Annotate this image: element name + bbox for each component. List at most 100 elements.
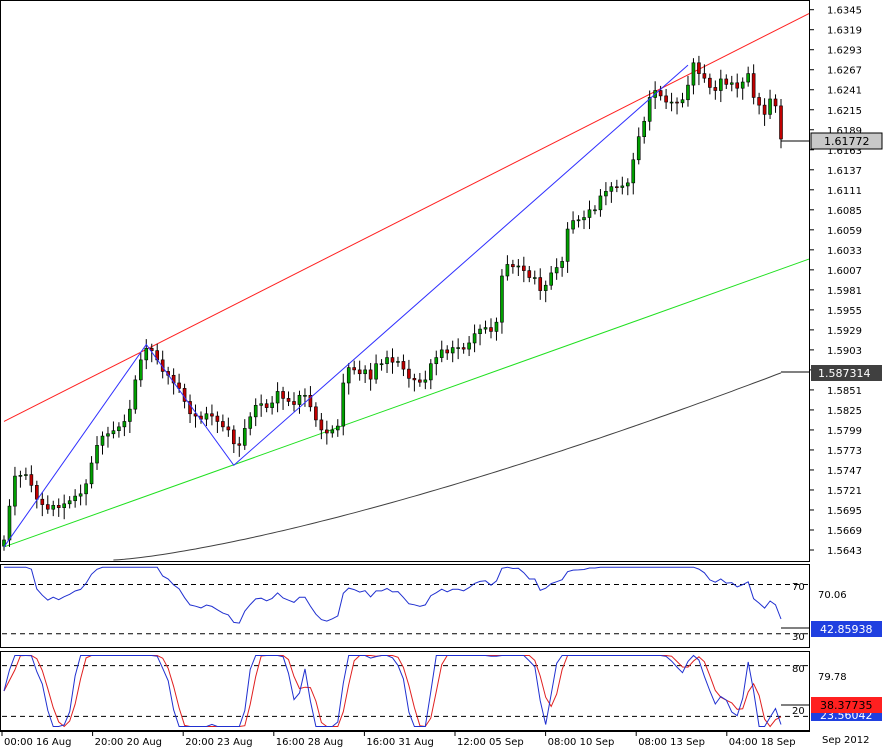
candle-body [13,475,17,507]
candle-body [45,504,50,510]
ma-line [113,372,782,561]
candle-body [418,379,422,383]
candle-body [746,73,750,83]
upper-channel-line [3,13,810,422]
y-tick-label: 1.6215 [827,106,862,117]
candle-body [461,347,466,350]
candle-body [407,368,411,379]
candle-body [664,95,668,103]
y-tick-label: 1.5981 [827,286,862,297]
stoch-level-20: 20 [792,706,805,717]
rsi-tag-box [811,621,882,637]
y-tick-label: 1.5747 [827,466,862,477]
candle-body [368,369,373,380]
candle-body [713,87,718,91]
candle-body [576,219,581,222]
candle-body [636,136,641,161]
stochastic-plot [2,654,809,728]
candle-body [500,275,504,323]
candle-body [100,435,105,446]
date-label: Sep 2012 [822,735,869,746]
x-tick-label: 08:00 13 Sep [638,737,705,747]
candle-body [697,62,701,74]
stoch-k-line [3,654,782,727]
y-tick-label: 1.5773 [827,446,862,457]
candle-body [335,425,340,431]
candle-body [253,404,258,418]
y-tick-label: 1.6345 [827,6,862,17]
candle-body [543,284,548,291]
candle-body [532,277,537,279]
candle-body [505,264,510,277]
stoch-tag-box [811,697,882,713]
candle-body [647,97,652,122]
candle-body [598,195,603,211]
candle-body [450,347,455,354]
candle-body [615,186,619,189]
candle-body [138,359,143,381]
y-tick-label: 1.6267 [827,66,862,77]
candle-body [144,348,149,361]
stoch-current-tag: 38.37735 [820,699,873,712]
candle-body [292,401,296,405]
candle-body [303,394,307,397]
y-tick-label: 1.6319 [827,26,862,37]
candle-body [516,265,521,268]
candle-body [237,443,242,446]
x-tick-label: 12:00 05 Sep [457,737,524,747]
y-tick-label: 1.6059 [827,226,862,237]
candle-body [396,361,400,363]
y-tick-label: 1.6111 [827,186,862,197]
candle-body [95,445,99,464]
candle-body [341,382,346,427]
candle-body [35,485,39,500]
candle-body [390,357,395,363]
y-tick-label: 1.6189 [827,126,862,137]
candle-body [133,379,138,410]
y-tick-label: 1.6085 [827,206,862,217]
candle-body [565,228,570,262]
candle-body [472,333,477,344]
candle-body [549,272,553,286]
x-tick-label: 04:00 18 Sep [729,737,796,747]
candle-body [177,382,181,389]
candle-body [357,369,362,375]
candle-body [111,430,116,435]
candle-body [669,101,674,104]
candle-body [117,426,121,431]
stoch-top-value-label: 79.78 [818,672,847,683]
candle-body [658,90,663,97]
y-tick-label: 1.5903 [827,346,862,357]
candle-body [56,505,61,508]
candle-body [494,321,499,332]
candle-body [264,403,269,408]
candle-body [128,408,132,422]
x-axis: 00:00 16 Aug 20:00 20 Aug 20:00 23 Aug 16:0… [1,731,796,747]
y-tick-label: 1.6033 [827,246,862,257]
candle-body [204,413,209,420]
candle-body [401,361,406,370]
candle-body [106,433,110,437]
y-tick-label: 1.6293 [827,46,862,57]
candle-body [489,327,493,332]
candle-body [478,328,482,335]
rsi-line [4,566,782,624]
main-plot [2,13,810,561]
candle-body [281,391,285,399]
candle-body [248,416,253,429]
y-tick-label: 1.5669 [827,526,862,537]
rsi-plot [2,566,809,635]
candle-body [363,369,367,375]
candle-body [346,367,351,384]
x-tick-label: 00:00 16 Aug [4,737,71,747]
zigzag-line [3,64,689,548]
candle-body [232,429,236,445]
candle-body [631,159,636,184]
candle-body [78,493,83,497]
candle-body [582,217,586,221]
candle-body [314,406,318,421]
candle-body [751,73,756,98]
y-tick-label: 1.5695 [827,506,862,517]
candle-body [89,462,94,485]
